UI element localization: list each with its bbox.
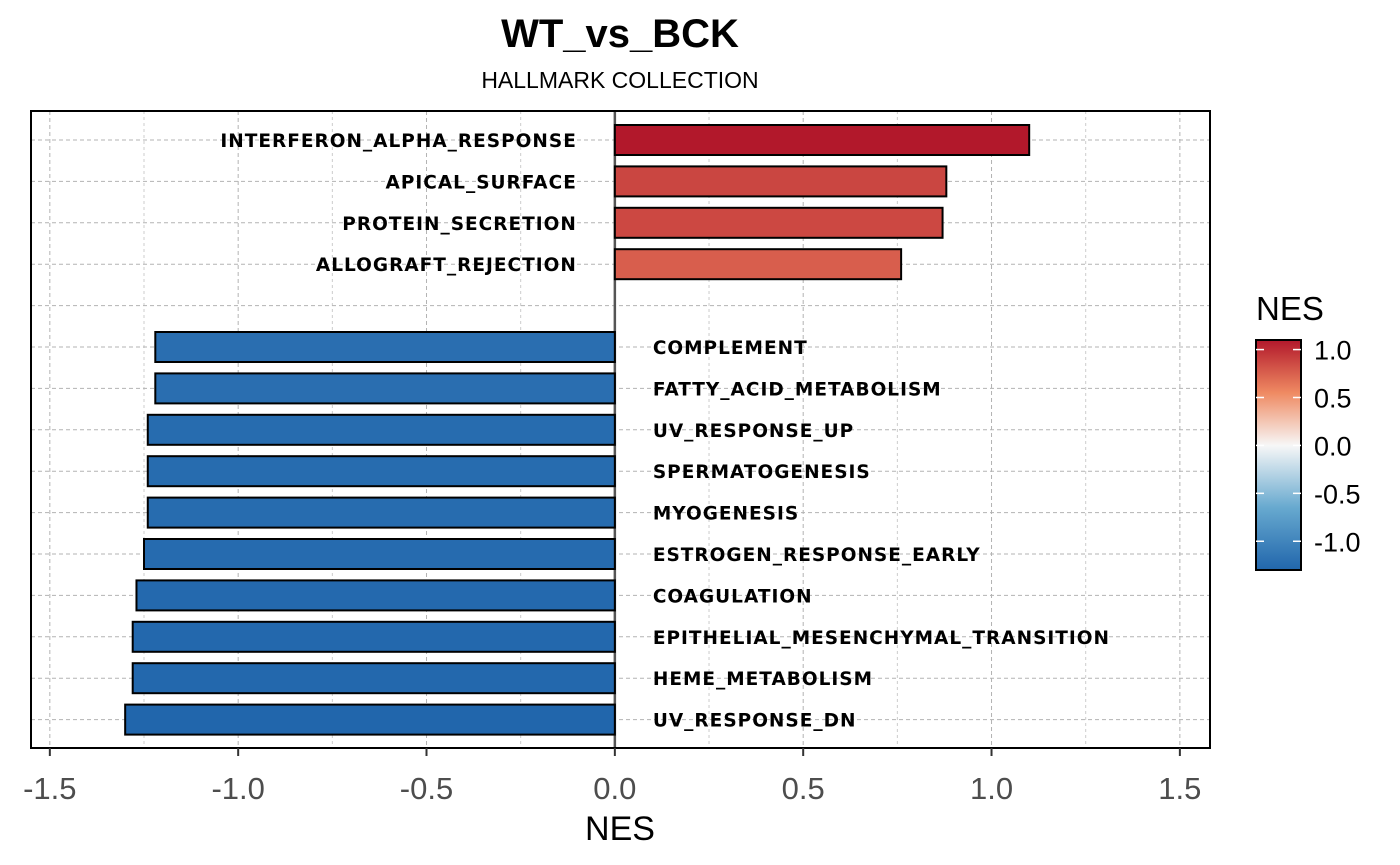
- term-label: UV_RESPONSE_DN: [653, 711, 857, 732]
- color-legend: NES 1.0 0.5 0.0 -0.5 -1.0: [1255, 290, 1361, 571]
- chart-subtitle: HALLMARK COLLECTION: [481, 67, 758, 93]
- bar: [131, 620, 616, 653]
- legend-tick-label: -0.5: [1314, 479, 1361, 509]
- legend-colorbar: [1255, 339, 1302, 571]
- term-label: MYOGENESIS: [653, 504, 799, 525]
- term-label: ALLOGRAFT_REJECTION: [316, 255, 577, 276]
- bars: [124, 124, 1031, 736]
- x-tick-label: 1.5: [1158, 771, 1201, 806]
- bar: [146, 455, 616, 488]
- x-tick-label: 1.0: [970, 771, 1013, 806]
- legend-tick-label: 1.0: [1314, 336, 1352, 366]
- term-label: APICAL_SURFACE: [386, 172, 577, 193]
- x-tick-label: 0.0: [593, 771, 636, 806]
- legend-title: NES: [1256, 290, 1324, 327]
- x-tick-label: -1.5: [23, 771, 76, 806]
- term-label: INTERFERON_ALPHA_RESPONSE: [220, 131, 577, 152]
- bar: [135, 579, 616, 612]
- x-tick-label: -1.0: [211, 771, 264, 806]
- term-label: COAGULATION: [653, 586, 813, 607]
- x-axis-title: NES: [585, 810, 655, 848]
- legend-ticks: 1.0 0.5 0.0 -0.5 -1.0: [1256, 336, 1361, 557]
- term-label: PROTEIN_SECRETION: [342, 214, 577, 235]
- plot-border: [30, 110, 1211, 749]
- bar: [613, 206, 944, 239]
- bar: [613, 248, 903, 281]
- term-label: HEME_METABOLISM: [653, 669, 873, 690]
- legend-tick-label: -1.0: [1314, 527, 1361, 557]
- term-label: COMPLEMENT: [653, 338, 808, 359]
- term-label: UV_RESPONSE_UP: [653, 421, 854, 442]
- term-labels: INTERFERON_ALPHA_RESPONSE APICAL_SURFACE P…: [220, 131, 1110, 732]
- bar: [146, 496, 616, 529]
- chart-title: WT_vs_BCK: [501, 12, 739, 56]
- bar: [124, 703, 616, 736]
- legend-tick-label: 0.5: [1314, 384, 1352, 414]
- term-label: EPITHELIAL_MESENCHYMAL_TRANSITION: [653, 628, 1110, 649]
- bar: [143, 538, 616, 570]
- x-tick-label: 0.5: [782, 771, 825, 806]
- legend-tick-label: 0.0: [1314, 431, 1352, 461]
- x-tick-label: -0.5: [400, 771, 453, 806]
- bar: [613, 124, 1031, 156]
- term-label: SPERMATOGENESIS: [653, 462, 871, 483]
- bar: [131, 662, 616, 695]
- term-label: FATTY_ACID_METABOLISM: [653, 379, 942, 400]
- term-label: ESTROGEN_RESPONSE_EARLY: [653, 545, 981, 566]
- bar: [154, 372, 616, 405]
- bar: [613, 165, 948, 198]
- bar: [154, 331, 616, 363]
- bar: [146, 413, 616, 446]
- x-axis: -1.5 -1.0 -0.5 0.0 0.5 1.0 1.5: [23, 748, 1201, 806]
